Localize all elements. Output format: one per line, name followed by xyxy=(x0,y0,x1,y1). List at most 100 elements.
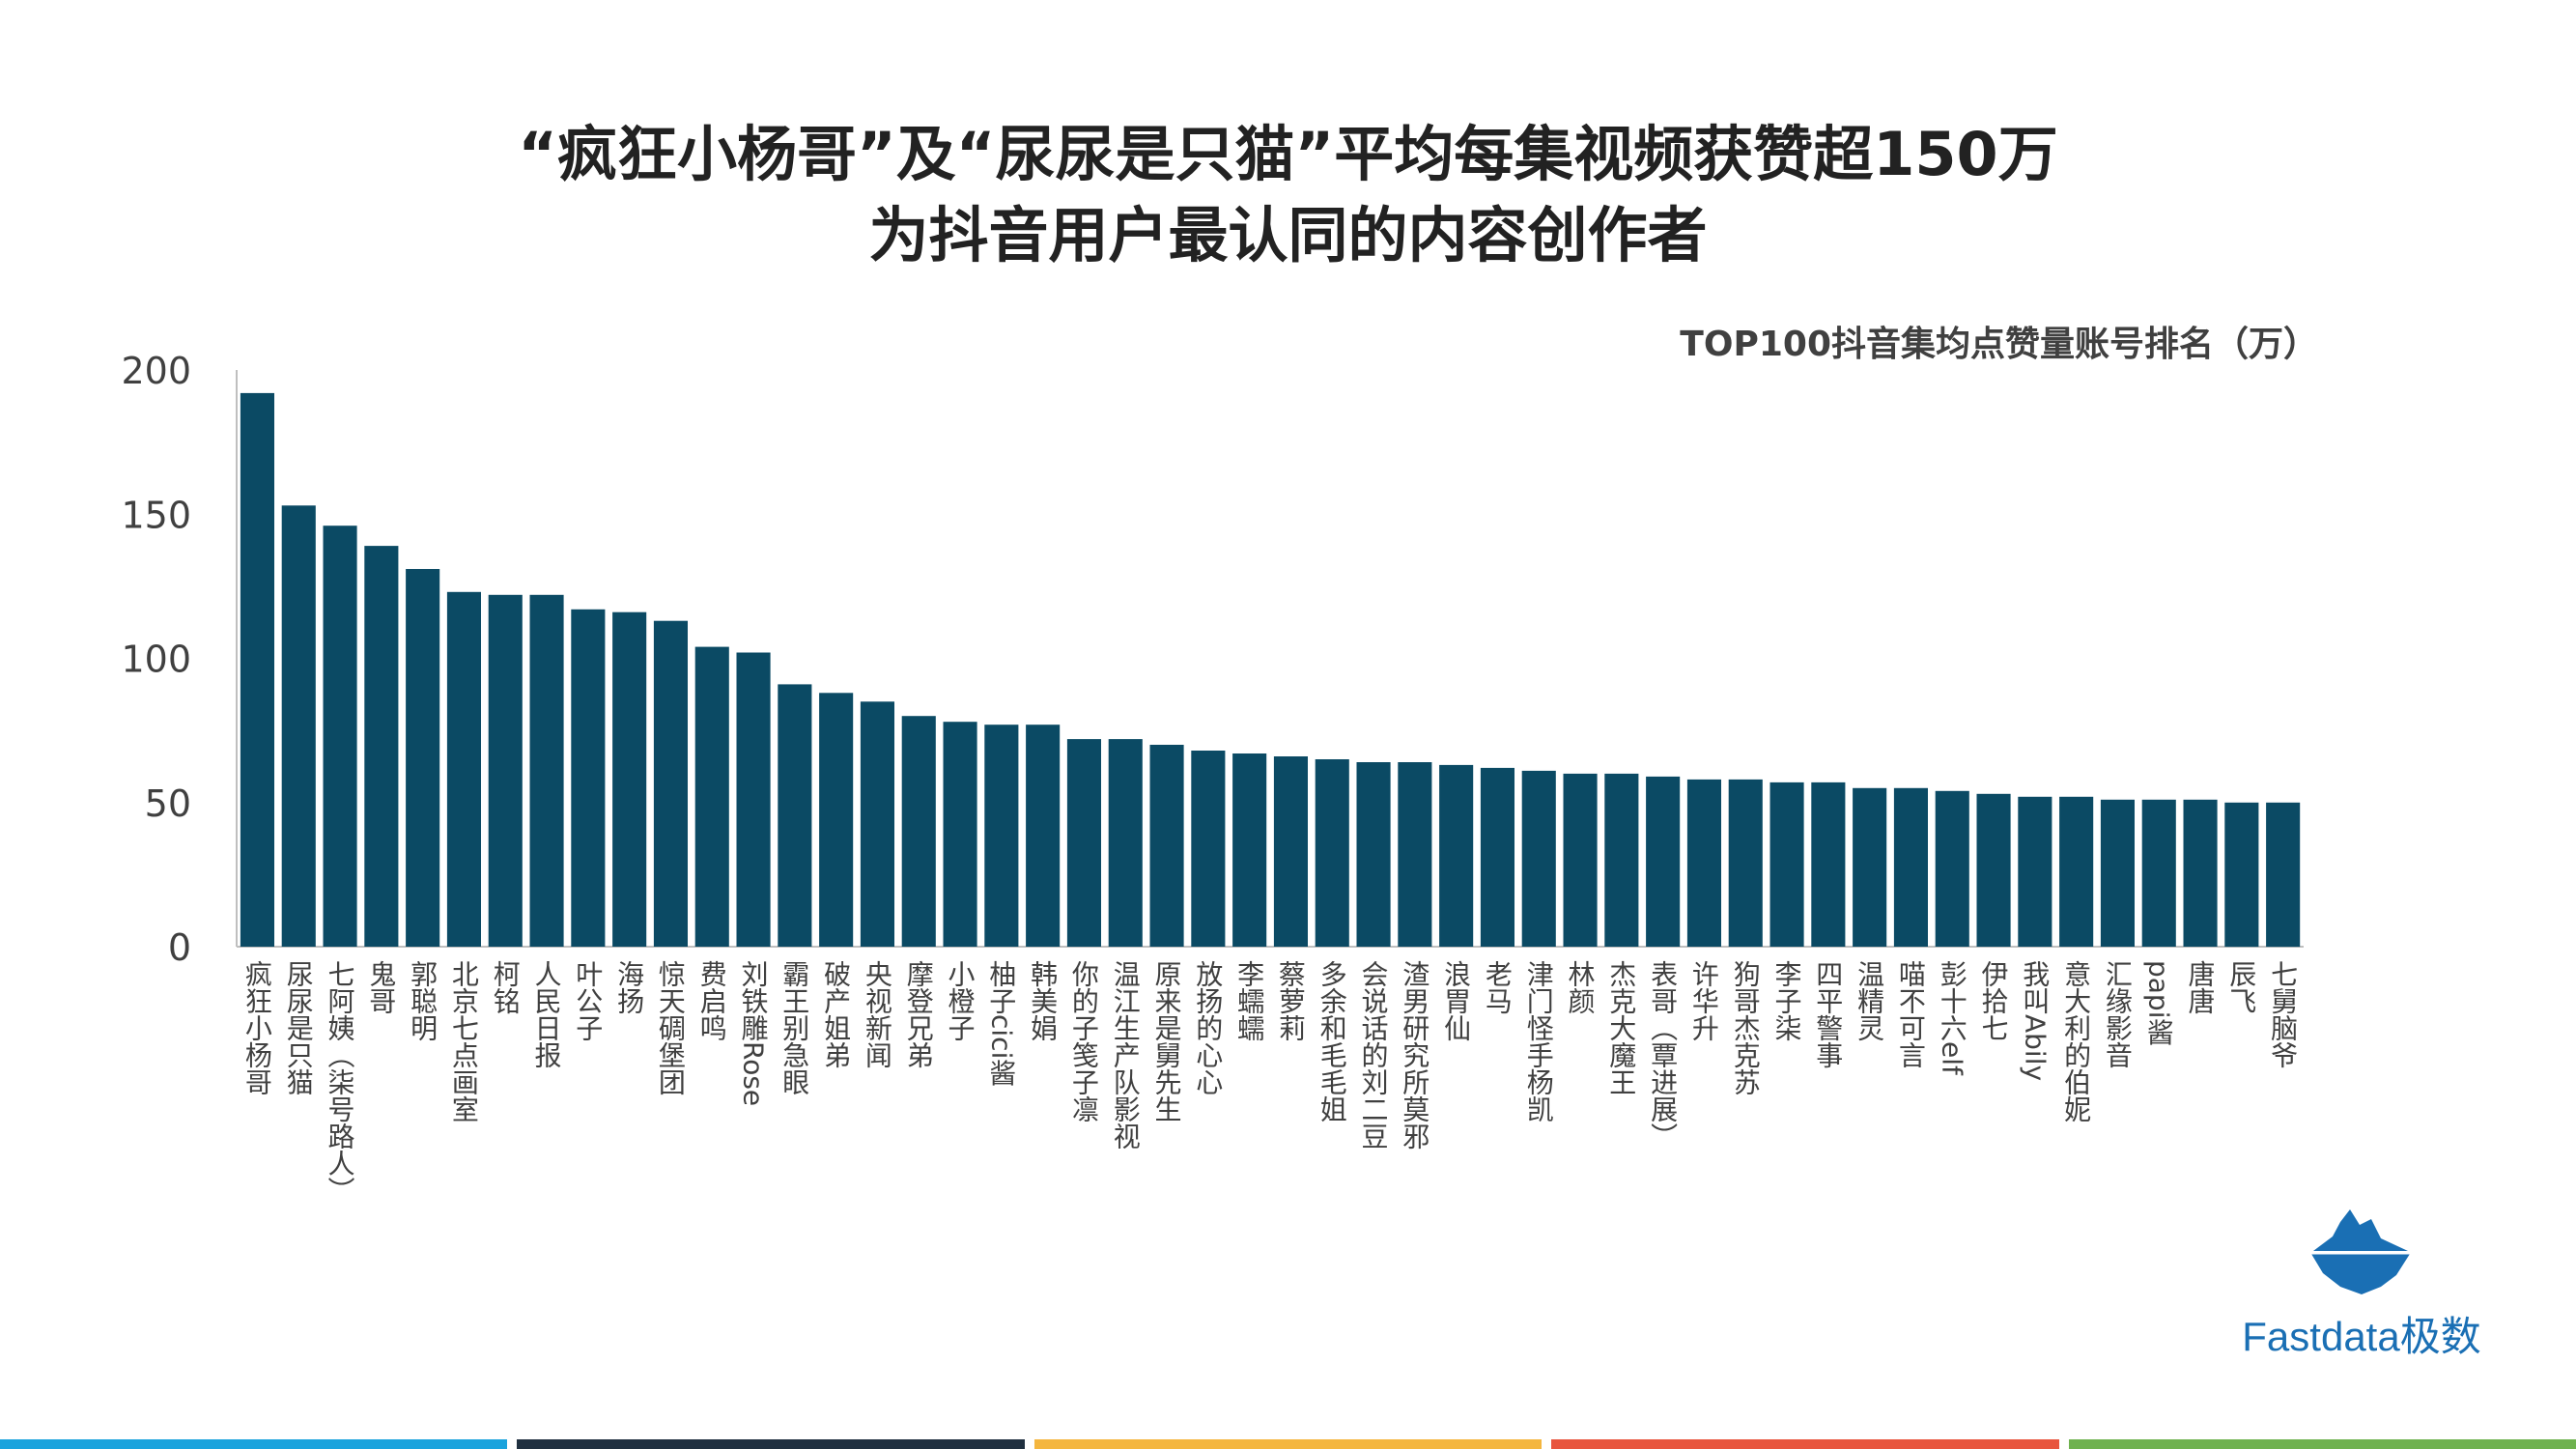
bar xyxy=(364,546,399,947)
x-tick-label: 老马 xyxy=(1482,960,1514,1014)
x-tick-label: 多余和毛毛姐 xyxy=(1316,960,1348,1122)
x-tick-label: 许华升 xyxy=(1688,960,1720,1041)
bar xyxy=(1439,764,1474,947)
bottom-bar-segment xyxy=(1033,1439,1543,1449)
bar xyxy=(1604,773,1639,947)
x-tick-label: 郭聪明 xyxy=(407,960,439,1041)
x-tick-label: 破产姐弟 xyxy=(820,960,852,1068)
bar xyxy=(943,722,977,947)
bottom-bar-segment xyxy=(0,1439,508,1449)
bar xyxy=(612,611,647,947)
bar xyxy=(2266,802,2301,948)
bar xyxy=(1066,739,1101,947)
x-tick-label: 温精灵 xyxy=(1854,960,1885,1041)
bottom-color-bar xyxy=(0,1439,2576,1449)
x-tick-label: 表哥（覃进展） xyxy=(1647,960,1679,1150)
bar xyxy=(653,620,688,947)
x-tick-label: 李子柒 xyxy=(1771,960,1803,1041)
chart-title: TOP100抖音集均点赞量账号排名（万） xyxy=(1680,325,2318,364)
y-tick-label: 200 xyxy=(121,350,191,392)
page-title-line1: “疯狂小杨哥”及“尿尿是只猫”平均每集视频获赞超150万 xyxy=(518,119,2058,189)
bar xyxy=(1480,767,1514,947)
page-title: “疯狂小杨哥”及“尿尿是只猫”平均每集视频获赞超150万 为抖音用户最认同的内容… xyxy=(0,114,2576,276)
y-tick-label: 0 xyxy=(168,926,191,969)
bar xyxy=(736,652,771,947)
x-tick-label: 海扬 xyxy=(613,960,645,1014)
bar xyxy=(778,684,812,947)
x-tick-label: 狗哥杰克苏 xyxy=(1730,960,1762,1095)
x-tick-label: 林颜 xyxy=(1565,960,1597,1014)
x-tick-label: 七阿姨（柒号路人） xyxy=(325,960,356,1204)
x-tick-label: 浪胃仙 xyxy=(1440,960,1472,1041)
bar xyxy=(1769,781,1804,947)
x-tick-label: 摩登兄弟 xyxy=(903,960,935,1068)
bar xyxy=(694,646,729,947)
x-tick-label: 杰克大魔王 xyxy=(1605,960,1637,1095)
logo-text: Fastdata极数 xyxy=(2242,1314,2481,1359)
fastdata-logo: Fastdata极数 xyxy=(2226,1198,2497,1362)
y-axis: 0 50 100 150 200 xyxy=(121,350,2304,969)
bar xyxy=(281,505,316,947)
y-tick-label: 100 xyxy=(121,639,191,681)
bar xyxy=(1521,770,1556,947)
bar xyxy=(1108,739,1143,947)
x-tick-label: 央视新闻 xyxy=(862,960,893,1068)
x-tick-label: 我叫Abily xyxy=(2019,960,2051,1081)
x-tick-label: 温江生产队影视 xyxy=(1110,960,1142,1150)
bar xyxy=(1853,787,1887,947)
x-tick-label: 辰飞 xyxy=(2225,960,2257,1014)
x-tick-label: 你的子笺子凛 xyxy=(1068,960,1100,1122)
bar xyxy=(2183,799,2218,947)
x-tick-label: 彭十六elf xyxy=(1937,960,1968,1076)
x-tick-label: 小橙子 xyxy=(945,960,977,1041)
x-tick-label: 柚子cici酱 xyxy=(985,960,1017,1087)
x-tick-label: 放扬的心心 xyxy=(1192,960,1224,1095)
bar xyxy=(860,701,894,947)
bar xyxy=(2141,799,2176,947)
bar xyxy=(1191,751,1226,947)
bar xyxy=(1686,779,1721,947)
x-tick-label: 汇缘影音 xyxy=(2102,960,2134,1068)
bar xyxy=(1356,762,1391,947)
x-tick-label: 北京七点画室 xyxy=(448,960,480,1122)
x-tick-label: 渣男研究所莫邪 xyxy=(1399,960,1430,1150)
bar xyxy=(446,591,481,947)
bar xyxy=(2059,796,2094,947)
bar xyxy=(1232,753,1267,947)
bar xyxy=(571,609,606,947)
bar xyxy=(819,693,854,947)
bar xyxy=(1935,790,1969,947)
iceberg-icon xyxy=(2311,1209,2410,1294)
x-tick-label: 刘铁雕Rose xyxy=(738,960,770,1107)
bar xyxy=(1976,793,2011,947)
y-tick-label: 50 xyxy=(145,782,191,825)
x-axis-labels: 疯狂小杨哥 尿尿是只猫 七阿姨（柒号路人） 鬼哥 郭聪明 北京七点画室 柯铭 人民日报 叶公子海… xyxy=(241,960,2299,1204)
x-tick-label: 喵不可言 xyxy=(1895,960,1927,1068)
bar xyxy=(1893,787,1928,947)
bar xyxy=(1811,781,1846,947)
bottom-bar-segment xyxy=(1551,1439,2059,1449)
x-tick-label: 惊天碉堡团 xyxy=(655,960,687,1095)
x-tick-label: 柯铭 xyxy=(490,960,522,1014)
x-tick-label: 会说话的刘二豆 xyxy=(1358,960,1390,1150)
x-tick-label: 鬼哥 xyxy=(365,960,397,1014)
bar xyxy=(1646,776,1681,947)
bar xyxy=(529,594,564,947)
x-tick-label: 七舅脑爷 xyxy=(2267,960,2299,1068)
x-tick-label: 四平警事 xyxy=(1812,960,1844,1068)
bar xyxy=(2100,799,2135,947)
bar xyxy=(1315,759,1349,947)
bar xyxy=(488,594,523,947)
x-tick-label: papi酱 xyxy=(2143,960,2175,1045)
bottom-bar-segment xyxy=(2068,1439,2576,1449)
x-tick-label: 蔡萝莉 xyxy=(1275,960,1307,1041)
x-tick-label: 尿尿是只猫 xyxy=(283,960,315,1095)
bar xyxy=(406,569,440,947)
x-tick-label: 意大利的伯妮 xyxy=(2060,960,2092,1122)
x-tick-label: 伊拾七 xyxy=(1978,960,2010,1041)
bar xyxy=(2018,796,2052,947)
bottom-bar-segment xyxy=(517,1439,1025,1449)
bar xyxy=(1149,745,1184,947)
x-tick-label: 原来是舅先生 xyxy=(1151,960,1183,1122)
page-title-line2: 为抖音用户最认同的内容创作者 xyxy=(868,200,1708,270)
